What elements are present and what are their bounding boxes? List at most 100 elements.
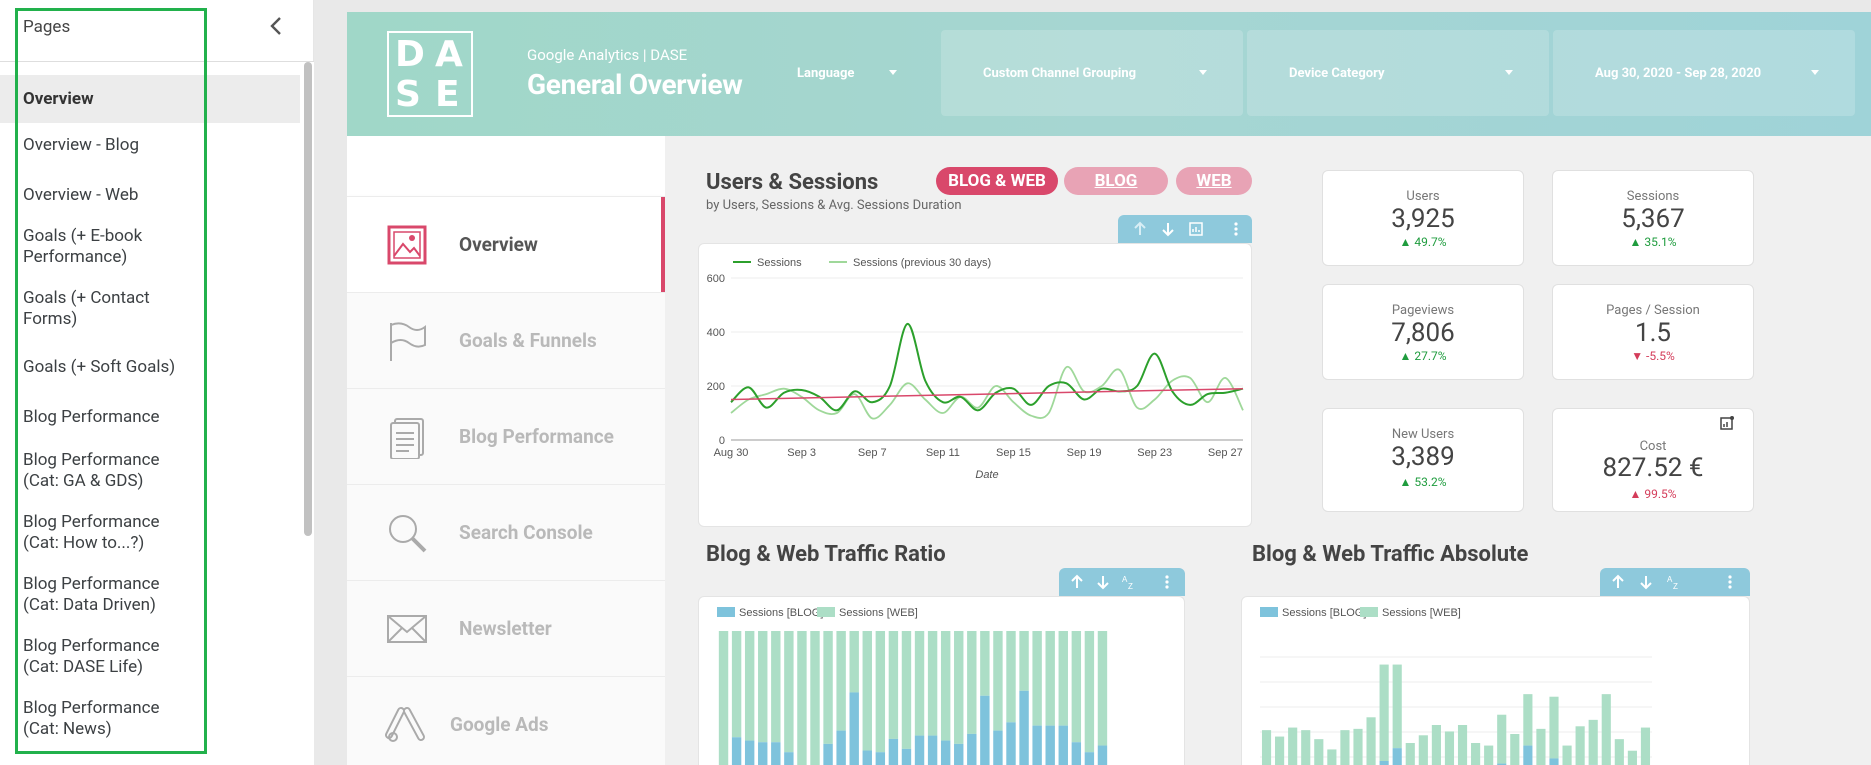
kpi-label: Pages / Session	[1606, 303, 1700, 318]
bar-blog	[993, 730, 1003, 765]
bar-blog	[1497, 763, 1507, 765]
bar-blog	[771, 742, 781, 765]
bar-web	[1314, 739, 1324, 765]
more-vert-icon[interactable]	[1228, 221, 1244, 237]
kpi-label: Cost	[1639, 439, 1667, 454]
kpi-value: 3,389	[1391, 442, 1455, 472]
bar-blog	[862, 750, 872, 765]
arrow-up-icon[interactable]	[1610, 574, 1626, 590]
image-icon	[387, 225, 427, 265]
language-dropdown[interactable]: Language	[787, 30, 917, 116]
bar-blog	[1084, 752, 1095, 765]
filter-blog-button[interactable]: BLOG	[1064, 167, 1168, 195]
bar-web	[940, 631, 951, 741]
filter-web-button[interactable]: WEB	[1176, 167, 1252, 195]
traffic-absolute-title: Blog & Web Traffic Absolute	[1252, 542, 1529, 567]
kpi-delta-value: 49.7%	[1414, 235, 1447, 249]
svg-text:A: A	[1122, 575, 1128, 584]
channel-dropdown[interactable]: Custom Channel Grouping	[941, 30, 1243, 116]
sort-az-icon[interactable]: AZ	[1121, 574, 1137, 590]
arrow-down-icon[interactable]	[1638, 574, 1654, 590]
bar-web	[784, 631, 794, 753]
channel-label: Custom Channel Grouping	[983, 66, 1137, 81]
chart-toolbar	[1118, 215, 1252, 243]
page-item[interactable]: Goals (+ E-book Performance)	[0, 223, 300, 271]
report-nav: Overview Goals & Funnels Blog Performanc…	[347, 136, 665, 765]
caret-down-icon	[1811, 70, 1819, 75]
x-tick-label: Sep 3	[787, 447, 816, 459]
page-item[interactable]: Blog Performance (Cat: How to...?)	[0, 509, 300, 557]
bar-blog	[1019, 690, 1029, 765]
bar-web	[731, 631, 742, 738]
kpi-card-pageviews: Pageviews 7,806 ▲ 27.7%	[1322, 284, 1524, 380]
chart-settings-icon[interactable]	[1719, 415, 1735, 431]
x-tick-label: Sep 23	[1137, 447, 1172, 459]
more-vert-icon[interactable]	[1159, 574, 1175, 590]
page-item-label: Overview - Blog	[23, 134, 140, 155]
page-item[interactable]: Blog Performance (Cat: Data Driven)	[0, 571, 300, 619]
page-item[interactable]: Overview	[0, 75, 300, 123]
google-ads-icon	[385, 707, 425, 742]
page-item[interactable]: Goals (+ Contact Forms)	[0, 285, 300, 333]
caret-down-icon	[889, 70, 897, 75]
bar-web	[954, 631, 964, 744]
arrow-down-icon[interactable]	[1160, 221, 1176, 237]
page-item-label: Overview - Web	[23, 184, 139, 205]
logo-letter: A	[435, 34, 463, 75]
bar-web	[1261, 730, 1272, 765]
page-item[interactable]: Blog Performance (Cat: GA & GDS)	[0, 447, 300, 495]
bar-web	[1353, 728, 1363, 765]
page-item[interactable]: Overview - Blog	[0, 125, 300, 165]
bar-blog	[967, 733, 977, 765]
arrow-down-icon[interactable]	[1095, 574, 1111, 590]
sort-az-icon[interactable]: AZ	[1666, 574, 1682, 590]
nav-item-goals-funnels[interactable]: Goals & Funnels	[347, 292, 665, 388]
page-item-label: Blog Performance (Cat: Data Driven)	[23, 574, 160, 615]
chart-settings-icon[interactable]	[1188, 221, 1204, 237]
kpi-card-new-users: New Users 3,389 ▲ 53.2%	[1322, 408, 1524, 512]
page-item[interactable]: Blog Performance (Cat: DASE Life)	[0, 633, 300, 681]
page-item[interactable]: Blog Performance	[0, 397, 300, 437]
filter-blog-web-button[interactable]: BLOG & WEB	[936, 167, 1058, 195]
legend-label: Sessions (previous 30 days)	[853, 257, 991, 269]
more-vert-icon[interactable]	[1722, 574, 1738, 590]
kpi-delta-value: 53.2%	[1414, 475, 1447, 489]
nav-item-blog-performance[interactable]: Blog Performance	[347, 388, 665, 484]
bar-blog	[1006, 722, 1016, 765]
magnifier-icon	[389, 515, 427, 553]
logo-letter: D	[395, 34, 425, 75]
nav-item-search-console[interactable]: Search Console	[347, 484, 665, 580]
nav-item-overview[interactable]: Overview	[347, 196, 665, 293]
legend-swatch	[1260, 607, 1278, 617]
x-tick-label: Aug 30	[714, 447, 749, 459]
bar-web	[1484, 745, 1494, 765]
arrow-up-icon[interactable]	[1132, 221, 1148, 237]
bar-web	[1614, 739, 1624, 765]
bar-web	[758, 631, 768, 743]
page-item[interactable]: Blog Performance (Cat: News)	[0, 695, 300, 743]
trendline	[730, 387, 1244, 401]
bar-web	[1523, 694, 1533, 746]
kpi-value: 827.52 €	[1602, 453, 1704, 483]
pages-panel: Pages Overview Overview - Blog Overview - …	[0, 0, 314, 765]
nav-item-google-ads[interactable]: Google Ads	[347, 676, 665, 765]
bar-web	[1510, 734, 1520, 765]
legend-label: Sessions [WEB]	[1382, 607, 1461, 619]
arrow-up-icon[interactable]	[1069, 574, 1085, 590]
pages-scrollbar-thumb[interactable]	[304, 62, 312, 536]
chevron-left-icon[interactable]	[266, 14, 288, 38]
bar-blog	[1045, 725, 1055, 765]
legend-swatch	[717, 607, 735, 617]
date-range-picker[interactable]: Aug 30, 2020 - Sep 28, 2020	[1553, 30, 1855, 116]
bar-web	[1444, 731, 1455, 765]
bar-web	[888, 631, 899, 739]
kpi-label: Pageviews	[1391, 303, 1455, 318]
bar-blog	[1058, 725, 1068, 765]
nav-item-newsletter[interactable]: Newsletter	[347, 580, 665, 676]
page-item[interactable]: Overview - Web	[0, 175, 300, 215]
device-dropdown[interactable]: Device Category	[1247, 30, 1549, 116]
bar-web	[927, 631, 938, 736]
page-item[interactable]: Goals (+ Soft Goals)	[0, 347, 300, 387]
bar-web	[1032, 631, 1042, 726]
bar-web	[862, 631, 872, 751]
